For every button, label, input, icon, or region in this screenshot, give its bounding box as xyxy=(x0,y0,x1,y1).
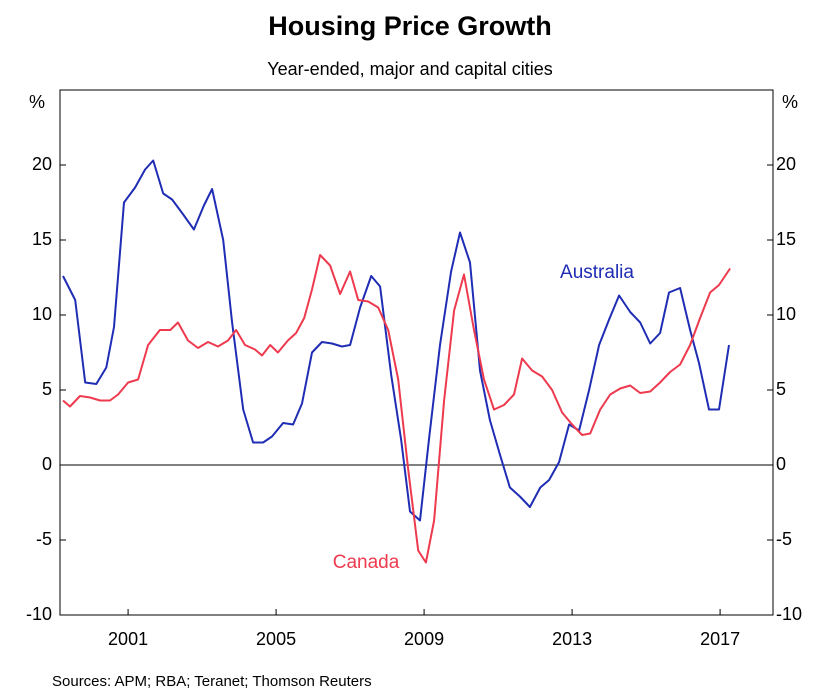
x-tick-label: 2001 xyxy=(108,629,148,649)
x-tick-label: 2005 xyxy=(256,629,296,649)
chart-subtitle: Year-ended, major and capital cities xyxy=(267,59,553,79)
y-tick-label: -5 xyxy=(36,529,52,549)
y2-tick-label: 0 xyxy=(776,454,786,474)
series-line xyxy=(62,254,731,564)
series-label: Canada xyxy=(333,552,400,573)
y2-tick-label: -5 xyxy=(776,529,792,549)
x-tick-label: 2013 xyxy=(552,629,592,649)
y-tick-label: 5 xyxy=(42,379,52,399)
series-label: Australia xyxy=(560,262,634,283)
source-note: Sources: APM; RBA; Teranet; Thomson Reut… xyxy=(52,673,372,690)
y2-tick-label: 10 xyxy=(776,304,796,324)
y-tick-label: 10 xyxy=(32,304,52,324)
y2-axis-unit: % xyxy=(782,92,798,112)
plot-frame xyxy=(59,89,774,616)
series-line xyxy=(62,159,730,522)
y2-tick-label: 5 xyxy=(776,379,786,399)
x-tick-label: 2017 xyxy=(700,629,740,649)
y-axis-unit: % xyxy=(29,92,45,112)
x-tick-label: 2009 xyxy=(404,629,444,649)
y-tick-label: -10 xyxy=(26,604,52,624)
y-tick-label: 15 xyxy=(32,229,52,249)
chart-title: Housing Price Growth xyxy=(268,11,552,41)
y-tick-label: 20 xyxy=(32,154,52,174)
y2-tick-label: -10 xyxy=(776,604,802,624)
y-tick-label: 0 xyxy=(42,454,52,474)
y2-tick-label: 20 xyxy=(776,154,796,174)
y2-tick-label: 15 xyxy=(776,229,796,249)
